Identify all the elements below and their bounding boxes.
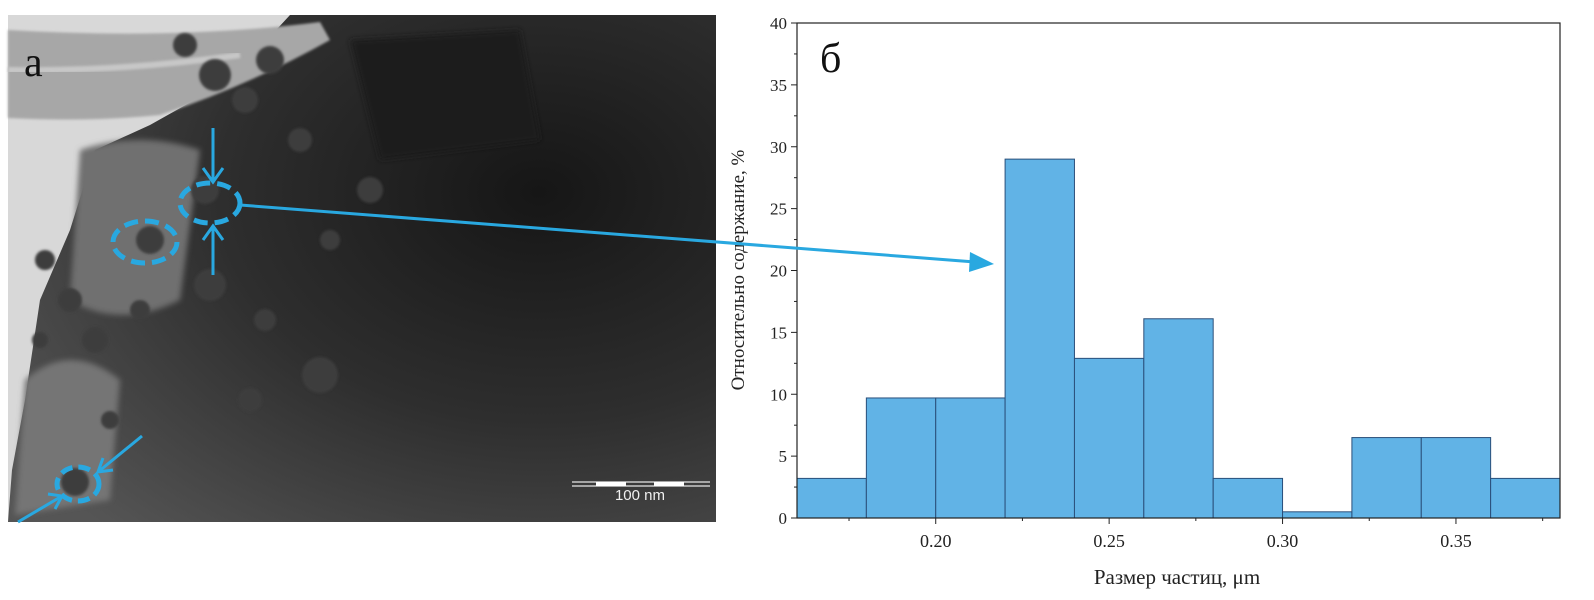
scale-bar-label: 100 nm [615, 487, 665, 504]
particle-marker-3 [54, 464, 102, 504]
y-tick-label: 15 [770, 323, 787, 342]
histogram-bar-8 [1282, 511, 1353, 519]
scale-bar [572, 481, 710, 487]
histogram-bar-7 [1212, 477, 1284, 519]
histogram-bar-2 [865, 397, 937, 519]
x-tick-label: 0.35 [1440, 531, 1472, 551]
y-tick-label: 10 [770, 385, 787, 404]
histogram-bar-9 [1351, 437, 1422, 519]
histogram-bar-5 [1073, 357, 1145, 519]
arrow-upper-right [95, 434, 143, 474]
arrow-bottom [201, 223, 225, 275]
arrow-lower-left [17, 492, 65, 524]
y-tick-label: 25 [770, 200, 787, 219]
x-tick-label: 0.25 [1093, 531, 1125, 551]
histogram-bar-4 [1004, 158, 1075, 519]
micrograph-image: 100 nm [7, 15, 716, 522]
y-axis-label: Относительно содержание, % [728, 149, 749, 390]
y-tick-label: 5 [779, 447, 788, 466]
histogram-bar-1 [796, 477, 867, 519]
histogram-bar-11 [1490, 477, 1561, 519]
y-tick-label: 30 [770, 138, 787, 157]
tem-micrograph-panel: 100 nm а [7, 15, 716, 524]
x-axis-label: Размер частиц, μm [1094, 565, 1260, 589]
y-tick-label: 20 [770, 262, 787, 281]
x-tick-label: 0.20 [920, 531, 952, 551]
panel-label-a: а [24, 40, 43, 86]
histogram-bars [796, 158, 1561, 519]
y-tick-label: 0 [779, 509, 788, 528]
y-tick-label: 40 [770, 14, 787, 33]
arrow-top [201, 128, 225, 185]
histogram-bar-6 [1143, 318, 1214, 519]
panel-label-b: б [820, 36, 841, 82]
histogram-panel: 0 5 10 15 20 25 30 35 40 0.20 0.25 0.30 0.35 б Разме… [728, 14, 1561, 589]
particle-marker-2 [110, 218, 180, 266]
y-tick-label: 35 [770, 76, 787, 95]
histogram-bar-10 [1420, 437, 1492, 519]
histogram-axes: 0 5 10 15 20 25 30 35 40 0.20 0.25 0.30 0.35 [770, 14, 1561, 551]
particle-marker-1 [177, 180, 243, 226]
x-tick-label: 0.30 [1267, 531, 1299, 551]
particle-annotations [17, 128, 243, 524]
histogram-bar-3 [935, 397, 1006, 519]
